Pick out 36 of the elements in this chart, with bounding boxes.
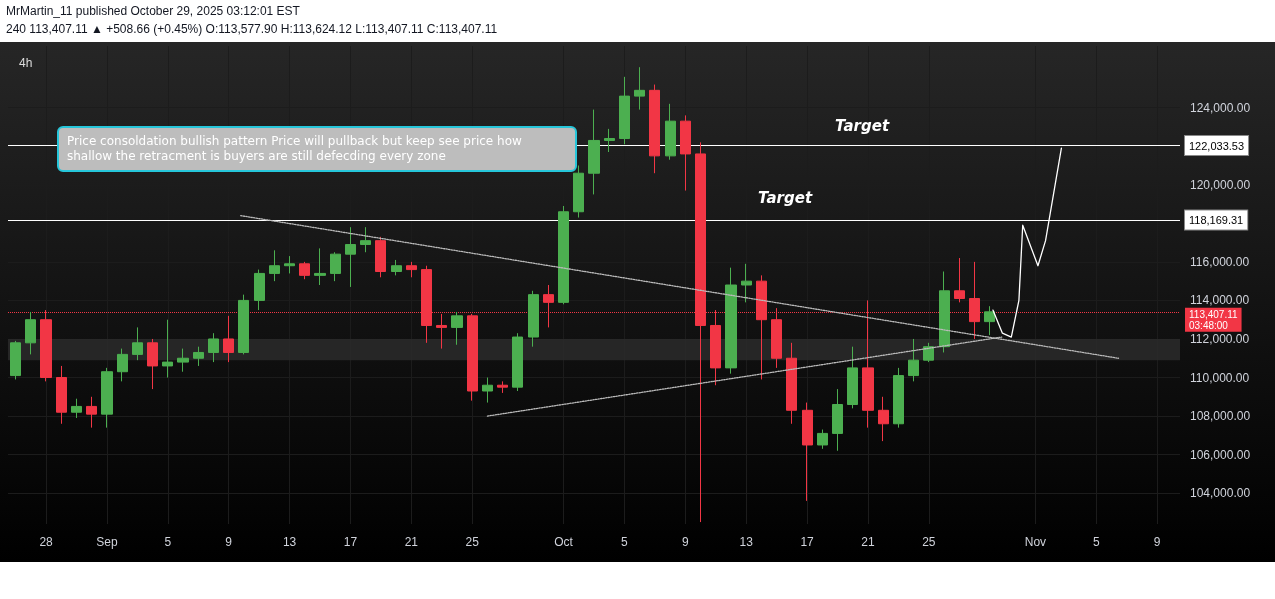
x-tick-label: 5: [164, 535, 172, 549]
x-tick-label: 9: [1153, 535, 1161, 549]
y-tick-label: 106,000.00: [1190, 447, 1251, 462]
x-tick-label: 17: [343, 535, 358, 549]
x-tick-label: 28: [39, 535, 54, 549]
x-tick-label: 25: [922, 535, 936, 549]
y-tick-label: 114,000.00: [1190, 293, 1250, 308]
y-tick-label: 110,000.00: [1190, 370, 1250, 385]
y-tick-label: 112,000.00: [1190, 331, 1250, 346]
x-tick-label: 13: [282, 535, 297, 549]
x-tick-label: Nov: [1024, 535, 1047, 549]
text: 240 113,407.11 ▲ +508.66 (+0.45%) O:113,577.90 H:113,624.12 L:113,407.11 C:113,407.11: [6, 21, 499, 38]
ref-line-label: 113,407.11 03:48:00: [1189, 308, 1238, 331]
x-tick-label: 17: [800, 535, 815, 549]
x-tick-label: 21: [861, 535, 875, 549]
x-tick-label: Sep: [96, 535, 118, 549]
text: MrMartin_11 published October 29, 2025 03:12:01 EST: [6, 3, 301, 20]
x-tick-label: 9: [681, 535, 689, 549]
speech-bubble: Price consoldation bullish pattern Price will pullback but keep see price how shallow the retracment is buyers are still defecding every zone: [57, 126, 577, 172]
annotation: Target: [758, 188, 813, 207]
x-tick-label: 13: [739, 535, 754, 549]
y-tick-label: 120,000.00: [1190, 177, 1251, 192]
annotation: Target: [835, 116, 890, 135]
x-tick-label: 25: [465, 535, 480, 549]
ref-line-label: 118,169.31: [1189, 214, 1244, 227]
text: 4h: [19, 56, 33, 70]
x-tick-label: 5: [1092, 535, 1100, 549]
y-tick-label: 108,000.00: [1190, 409, 1251, 424]
y-tick-label: 116,000.00: [1190, 254, 1250, 269]
x-tick-label: 21: [404, 535, 419, 549]
y-tick-label: 124,000.00: [1190, 100, 1251, 115]
ref-line-label: 122,033.53: [1189, 139, 1245, 152]
x-tick-label: Oct: [554, 535, 574, 549]
x-tick-label: 9: [225, 535, 233, 549]
x-tick-label: 5: [621, 535, 629, 549]
y-tick-label: 104,000.00: [1190, 486, 1251, 501]
